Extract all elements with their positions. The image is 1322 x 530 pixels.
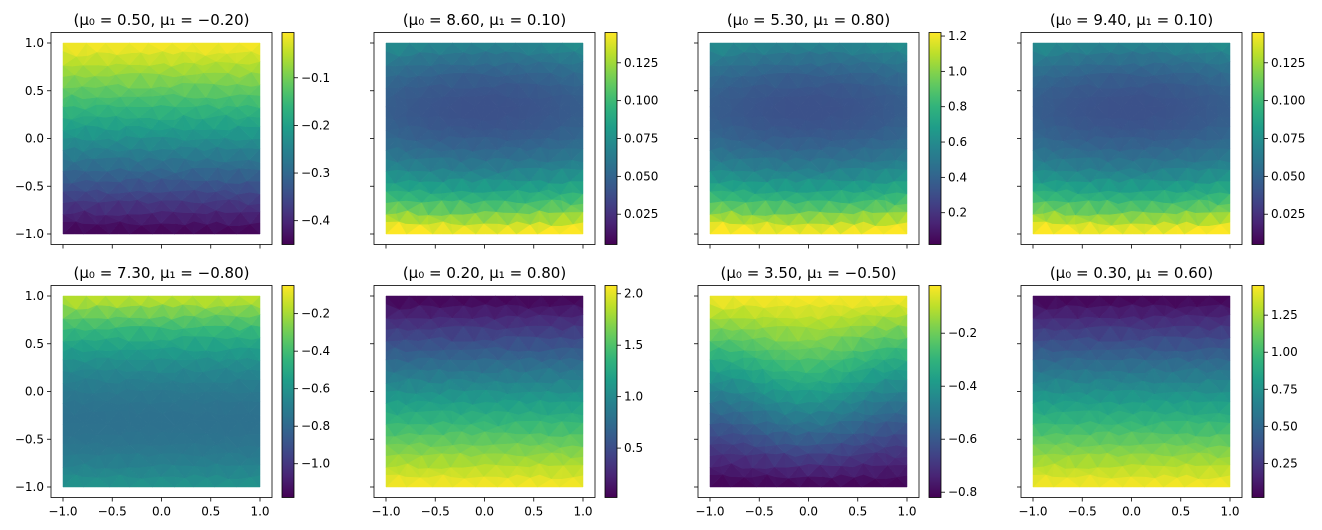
y-tick-label: 1.0 [25,289,44,303]
panel-7: (μ₀ = 3.50, μ₁ = −0.50) −1.0 −0.5 0.0 0.5 1.0… [694,264,977,519]
colorbar-tick-label: 0.4 [948,170,967,184]
colorbar-tick-label: −1.0 [301,457,330,471]
x-tick-label: −0.5 [98,505,127,519]
tripcolor-mesh [1032,295,1231,488]
colorbar-tick-label: 0.075 [624,132,658,146]
tripcolor-mesh [62,295,261,488]
tripcolor-mesh [62,42,261,235]
y-tick-label: 0.0 [25,385,44,399]
colorbar [928,32,942,245]
mesh-triangle [161,42,173,52]
colorbar-tick-label: −0.4 [301,214,330,228]
x-tick-label: −1.0 [695,505,724,519]
mesh-triangle [138,42,149,53]
colorbar-tick-label: 1.2 [948,29,967,43]
x-tick-label: −0.5 [421,505,450,519]
colorbar-tick-label: 1.5 [624,338,643,352]
colorbar-tick-label: −0.2 [301,118,330,132]
colorbar [281,285,295,498]
panel-title: (μ₀ = 0.50, μ₁ = −0.20) [74,11,250,29]
x-tick-label: 0.5 [524,505,543,519]
colorbar-tick-label: 0.125 [624,56,658,70]
panel-title: (μ₀ = 7.30, μ₁ = −0.80) [74,264,250,282]
x-tick-label: 0.0 [799,505,818,519]
y-tick-label: −0.5 [15,179,44,193]
panel-5: (μ₀ = 7.30, μ₁ = −0.80) −1.0 −1.0 −0.5 −0.5 0… [15,264,330,519]
colorbar-tick-label: 0.025 [1271,207,1305,221]
x-tick-label: 0.5 [848,505,867,519]
x-tick-label: −0.5 [745,505,774,519]
x-tick-label: 1.0 [897,505,916,519]
mesh-triangle [205,42,220,57]
colorbar-tick-label: −0.8 [301,419,330,433]
y-tick-label: 0.5 [25,84,44,98]
x-tick-label: 0.0 [152,505,171,519]
panel-4: (μ₀ = 9.40, μ₁ = 0.10) 0.125 0.100 0.075 0.0… [1017,11,1305,249]
colorbar-tick-label: 0.050 [624,169,658,183]
panel-title: (μ₀ = 5.30, μ₁ = 0.80) [727,11,890,29]
x-tick-label: 0.0 [475,505,494,519]
colorbar-tick-label: 0.075 [1271,132,1305,146]
mesh-triangle [224,42,240,55]
colorbar-tick-label: 1.0 [948,64,967,78]
colorbar-tick-label: 0.025 [624,207,658,221]
colorbar [1251,32,1265,245]
colorbar-tick-label: −0.6 [301,382,330,396]
colorbar-tick-label: −0.6 [948,432,977,446]
tripcolor-mesh [1032,42,1231,235]
panel-title: (μ₀ = 9.40, μ₁ = 0.10) [1050,11,1213,29]
colorbar-tick-label: −0.4 [948,379,977,393]
x-tick-label: −1.0 [371,505,400,519]
x-tick-label: 1.0 [250,505,269,519]
colorbar-tick-label: 0.2 [948,206,967,220]
panel-6: (μ₀ = 0.20, μ₁ = 0.80) −1.0 −0.5 0.0 0.5 1.0 2… [370,264,643,519]
mesh-triangle [92,42,107,53]
mesh-triangle [116,42,130,56]
tripcolor-mesh [385,42,584,235]
panel-title: (μ₀ = 0.20, μ₁ = 0.80) [403,264,566,282]
colorbar-tick-label: 0.5 [624,441,643,455]
colorbar-tick-label: −0.4 [301,344,330,358]
colorbar-tick-label: 2.0 [624,287,643,301]
colorbar-tick-label: 0.125 [1271,56,1305,70]
colorbar-tick-label: −0.8 [948,485,977,499]
x-tick-label: 1.0 [573,505,592,519]
y-tick-label: −0.5 [15,432,44,446]
mesh-triangle [182,42,194,52]
y-tick-label: 0.0 [25,132,44,146]
colorbar-tick-label: 0.100 [1271,94,1305,108]
tripcolor-mesh [385,295,584,488]
colorbar [281,32,295,245]
tripcolor-mesh [709,42,908,235]
colorbar-tick-label: 0.6 [948,135,967,149]
y-tick-label: −1.0 [15,480,44,494]
mesh-triangle [75,42,87,58]
colorbar-tick-label: 0.8 [948,100,967,114]
colorbar [604,32,618,245]
colorbar [604,285,618,498]
colorbar [928,285,942,498]
panel-3: (μ₀ = 5.30, μ₁ = 0.80) 1.2 1.0 0.8 0.6 0.4 0.2 [694,11,967,249]
y-tick-label: −1.0 [15,227,44,241]
panel-8: (μ₀ = 0.30, μ₁ = 0.60)−1.0 −0.5 0.0 0.5 1.01… [1017,264,1298,519]
colorbar-tick-label: 0.100 [624,94,658,108]
colorbar-tick-label: −0.3 [301,166,330,180]
x-tick-label: −1.0 [48,505,77,519]
tripcolor-mesh [709,295,908,488]
colorbar-tick-label: 1.0 [624,390,643,404]
colorbar-tick-label: −0.2 [948,326,977,340]
panel-title: (μ₀ = 8.60, μ₁ = 0.10) [403,11,566,29]
panel-title: (μ₀ = 0.30, μ₁ = 0.60) [1050,264,1213,282]
panel-2: (μ₀ = 8.60, μ₁ = 0.10) 0.125 0.100 0.075 0.0… [370,11,658,249]
x-tick-label: 0.5 [201,505,220,519]
y-tick-label: 0.5 [25,337,44,351]
colorbar-tick-label: −0.1 [301,71,330,85]
colorbar-tick-label: −0.2 [301,307,330,321]
panel-title: (μ₀ = 3.50, μ₁ = −0.50) [721,264,897,282]
colorbar-tick-label: 0.050 [1271,169,1305,183]
y-tick-label: 1.0 [25,36,44,50]
mesh-triangle [250,42,261,52]
panel-1: (μ₀ = 0.50, μ₁ = −0.20) −1.0 −0.5 0.0 0.5 1.0… [15,11,330,249]
